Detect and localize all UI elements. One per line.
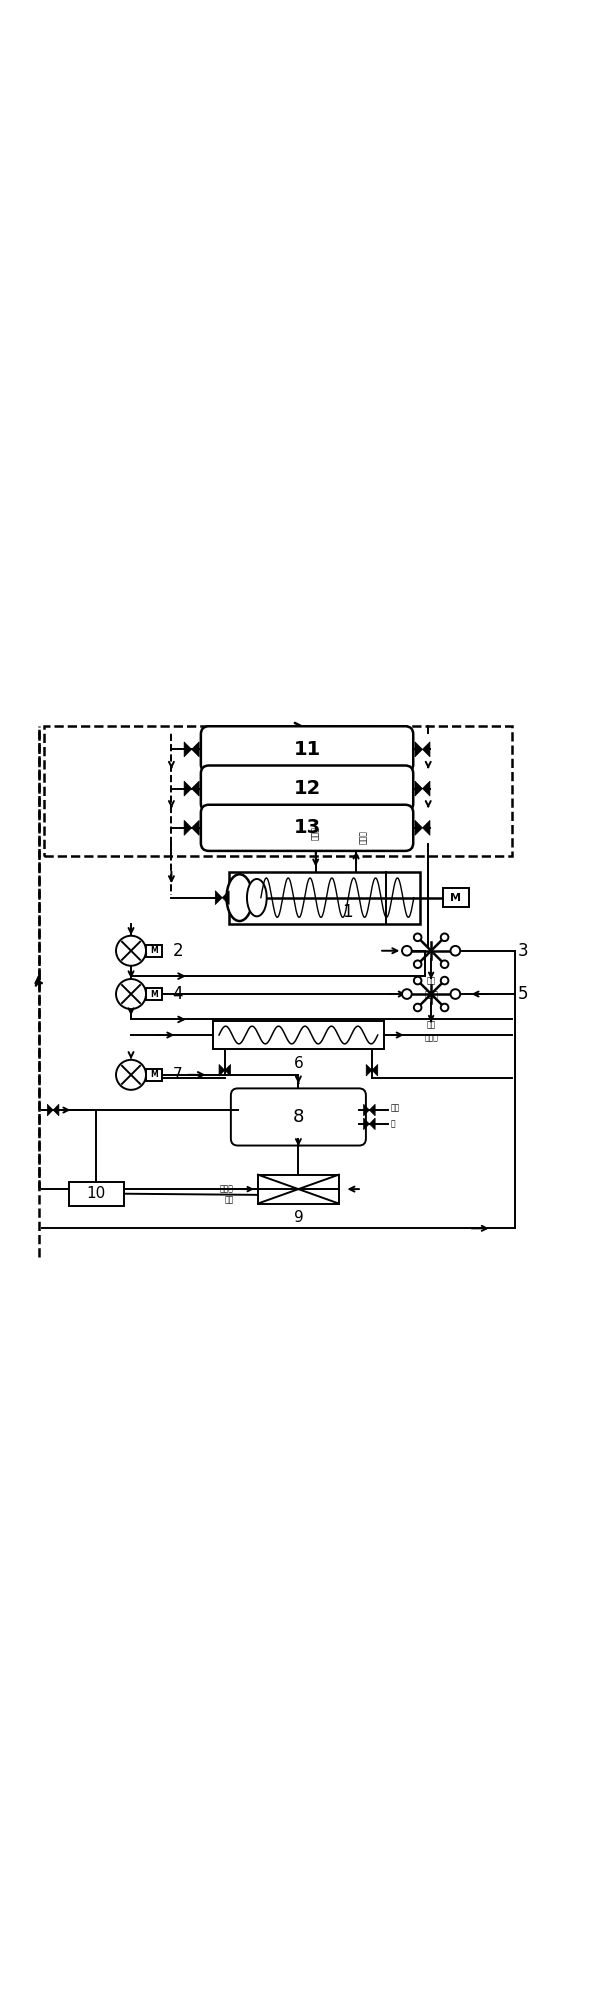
Circle shape	[441, 978, 449, 984]
Text: 进水: 进水	[225, 1195, 234, 1205]
Text: 水蒸气: 水蒸气	[220, 1185, 234, 1193]
Ellipse shape	[247, 880, 267, 916]
Polygon shape	[369, 1117, 375, 1129]
Circle shape	[450, 946, 460, 956]
Text: 蒸汽: 蒸汽	[427, 1019, 436, 1029]
Circle shape	[414, 934, 421, 942]
Text: 凝结水: 凝结水	[359, 830, 368, 844]
Circle shape	[402, 990, 412, 999]
Polygon shape	[191, 782, 199, 796]
Polygon shape	[47, 1105, 53, 1115]
Circle shape	[441, 1003, 449, 1011]
Polygon shape	[423, 742, 430, 756]
Circle shape	[116, 980, 146, 1009]
Polygon shape	[191, 820, 199, 836]
Bar	[146, 988, 162, 999]
FancyBboxPatch shape	[201, 804, 413, 852]
Text: M: M	[150, 1071, 158, 1079]
Bar	[229, 872, 420, 924]
Polygon shape	[415, 742, 423, 756]
Text: 9: 9	[294, 1211, 303, 1225]
Polygon shape	[222, 890, 229, 904]
Bar	[443, 888, 469, 908]
Bar	[69, 1181, 124, 1205]
Ellipse shape	[226, 874, 252, 922]
Polygon shape	[363, 1117, 369, 1129]
Text: 7: 7	[173, 1067, 182, 1083]
Circle shape	[441, 960, 449, 968]
Bar	[258, 1175, 339, 1203]
Text: 8: 8	[293, 1107, 304, 1125]
Polygon shape	[372, 1065, 378, 1075]
Polygon shape	[363, 1105, 369, 1115]
Text: M: M	[450, 892, 462, 902]
Text: M: M	[150, 946, 158, 956]
Polygon shape	[184, 820, 191, 836]
Text: 蒸汽: 蒸汽	[391, 1103, 400, 1113]
Text: 水: 水	[391, 1119, 395, 1129]
Circle shape	[441, 934, 449, 942]
Polygon shape	[184, 782, 191, 796]
Circle shape	[414, 1003, 421, 1011]
Text: 6: 6	[294, 1055, 303, 1071]
Text: 11: 11	[293, 740, 321, 758]
Polygon shape	[191, 742, 199, 756]
Text: 冷凝水: 冷凝水	[424, 992, 438, 999]
Circle shape	[116, 936, 146, 966]
Polygon shape	[219, 1065, 225, 1075]
Circle shape	[116, 1059, 146, 1089]
Text: 1: 1	[342, 904, 353, 922]
Text: M: M	[150, 990, 158, 999]
Polygon shape	[369, 1105, 375, 1115]
Circle shape	[414, 978, 421, 984]
Circle shape	[450, 990, 460, 999]
Text: 2: 2	[173, 942, 183, 960]
Text: 水蒸气: 水蒸气	[311, 826, 320, 840]
Text: 冷凝水: 冷凝水	[424, 1033, 438, 1043]
Polygon shape	[423, 782, 430, 796]
Text: 13: 13	[294, 818, 320, 838]
FancyBboxPatch shape	[201, 766, 413, 812]
FancyBboxPatch shape	[231, 1089, 366, 1145]
Circle shape	[414, 960, 421, 968]
Text: 蒸汽: 蒸汽	[427, 978, 436, 986]
Text: 4: 4	[173, 986, 183, 1003]
Polygon shape	[53, 1105, 59, 1115]
Bar	[146, 946, 162, 956]
Polygon shape	[415, 782, 423, 796]
Text: 5: 5	[518, 986, 528, 1003]
FancyBboxPatch shape	[201, 726, 413, 772]
Bar	[44, 726, 512, 856]
Bar	[146, 1069, 162, 1081]
Polygon shape	[215, 890, 222, 904]
Polygon shape	[415, 820, 423, 836]
Polygon shape	[423, 820, 430, 836]
Text: 10: 10	[87, 1187, 106, 1201]
Polygon shape	[366, 1065, 372, 1075]
Text: 12: 12	[293, 780, 321, 798]
Circle shape	[402, 946, 412, 956]
Polygon shape	[184, 742, 191, 756]
Text: 3: 3	[518, 942, 528, 960]
Polygon shape	[225, 1065, 230, 1075]
Bar	[213, 1021, 384, 1049]
